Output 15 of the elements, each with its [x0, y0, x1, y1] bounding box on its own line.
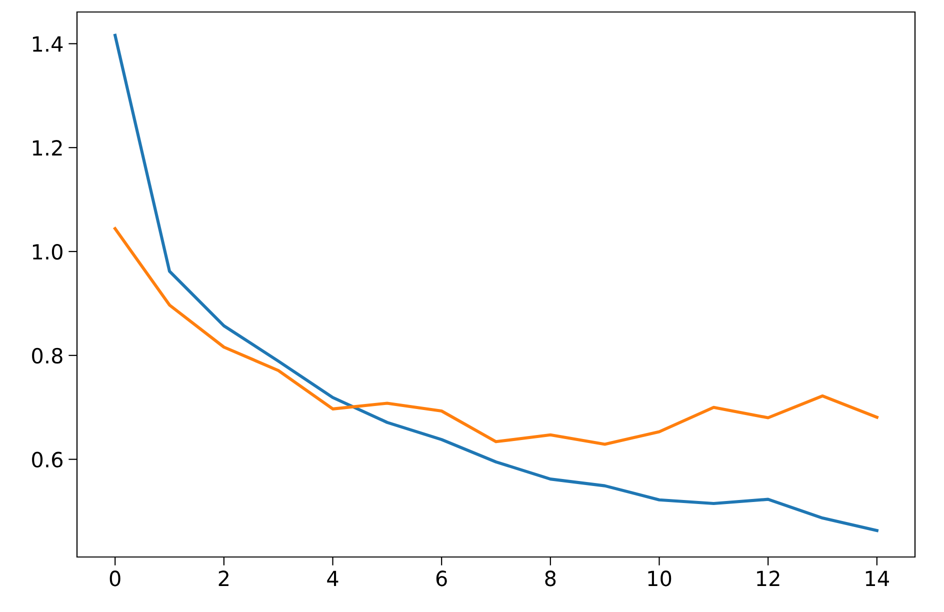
y-tick-label: 1.4 — [32, 36, 63, 52]
line-series — [114, 227, 878, 446]
line-series — [114, 34, 878, 532]
x-tick-label: 4 — [327, 570, 338, 586]
y-tick-label: 0.6 — [32, 452, 62, 468]
x-tick-label: 6 — [436, 570, 447, 586]
x-tick-label: 14 — [866, 570, 889, 586]
x-tick-label: 12 — [757, 570, 780, 586]
y-tick-label: 0.8 — [32, 348, 62, 364]
x-tick-label: 8 — [545, 570, 556, 586]
y-tick-label: 1.2 — [32, 140, 62, 156]
y-tick-label: 1.0 — [32, 244, 62, 260]
x-tick-label: 0 — [110, 570, 120, 586]
x-tick-label: 2 — [218, 570, 228, 586]
x-tick-label: 10 — [648, 570, 672, 586]
